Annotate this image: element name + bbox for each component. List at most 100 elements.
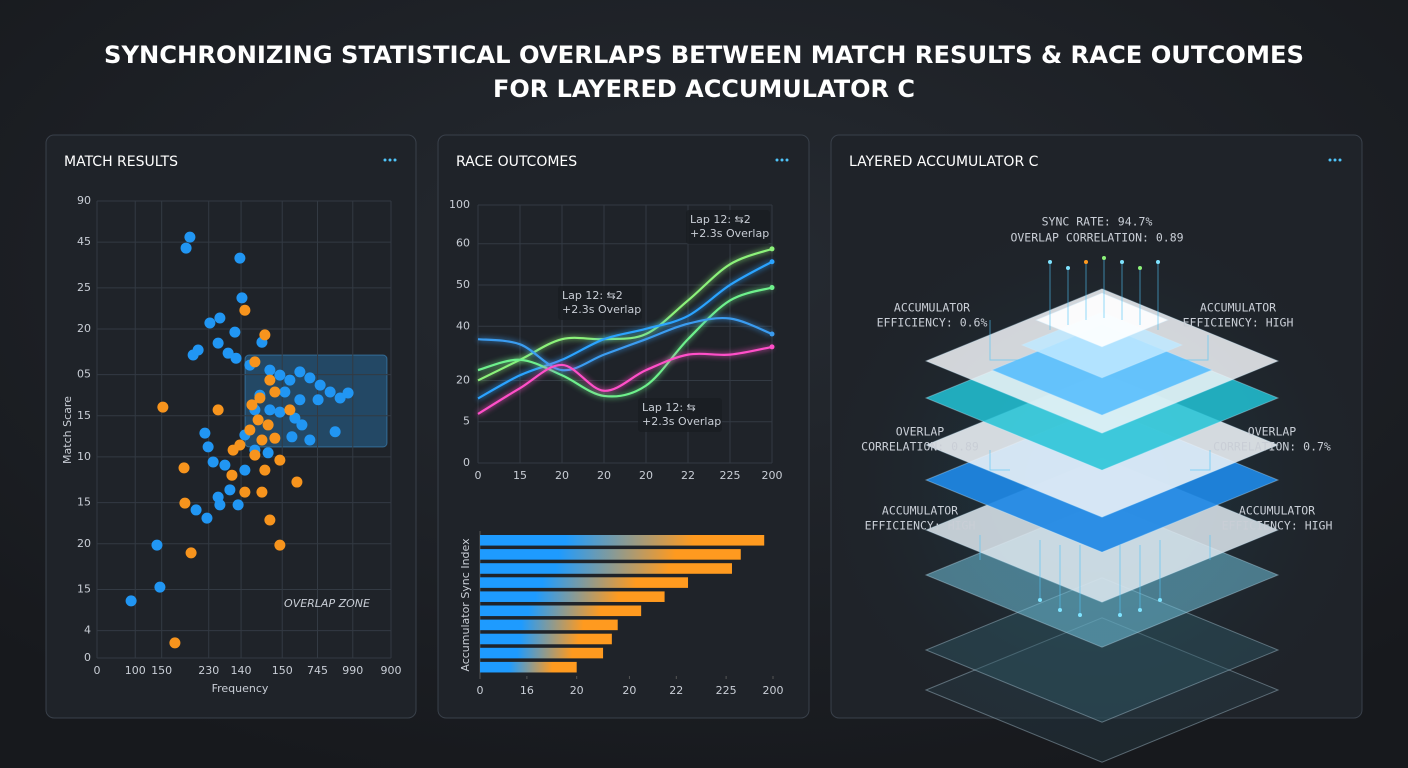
point: [229, 326, 241, 338]
bar: [480, 619, 618, 631]
point: [178, 462, 190, 474]
point: [239, 464, 251, 476]
x-tick-label: 20: [597, 469, 611, 482]
callout: CORRELATION: 0.89: [861, 440, 979, 454]
point: [296, 419, 308, 431]
callout: OVERLAP: [896, 425, 945, 439]
menu-button[interactable]: [775, 158, 789, 162]
header-stat: OVERLAP CORRELATION: 0.89: [1010, 231, 1183, 245]
x-tick-label: 16: [520, 684, 534, 697]
callout: EFFICIENCY: 0.6%: [877, 316, 988, 330]
point: [252, 414, 264, 426]
point: [262, 419, 274, 431]
y-tick-label: 4: [84, 624, 91, 637]
point: [249, 356, 261, 368]
end-point: [769, 246, 775, 252]
end-point: [769, 285, 775, 291]
end-point: [769, 331, 775, 337]
point: [312, 394, 324, 406]
point: [219, 459, 231, 471]
header-stat: SYNC RATE: 94.7%: [1042, 215, 1153, 229]
x-tick-label: 20: [555, 469, 569, 482]
point: [262, 447, 274, 459]
callout: ACCUMULATOR: [882, 504, 958, 518]
x-tick-label: 225: [720, 469, 741, 482]
point: [180, 242, 192, 254]
point: [212, 404, 224, 416]
callout: ACCUMULATOR: [894, 301, 970, 315]
annotation-box: [638, 398, 722, 432]
y-tick-label: 5: [463, 415, 470, 428]
x-tick-label: 225: [716, 684, 737, 697]
x-tick-label: 900: [381, 664, 402, 677]
point: [254, 392, 266, 404]
panel-title: RACE OUTCOMES: [456, 154, 577, 170]
point: [246, 399, 258, 411]
point: [284, 404, 296, 416]
menu-button[interactable]: [1328, 158, 1342, 162]
point: [324, 386, 336, 398]
line: [477, 247, 773, 382]
y-tick-label: 40: [456, 319, 470, 332]
point: [264, 404, 276, 416]
point: [294, 366, 306, 378]
x-tick-label: 100: [125, 664, 146, 677]
y-tick-label: 05: [77, 368, 91, 381]
point: [304, 434, 316, 446]
annotation: OVERLAP ZONE: [284, 597, 370, 610]
callout: ACCUMULATOR: [1200, 301, 1276, 315]
callout: EFFICIENCY: HIGH: [865, 519, 976, 533]
menu-button[interactable]: [383, 158, 397, 162]
x-tick-label: 20: [622, 684, 636, 697]
point: [151, 539, 163, 551]
x-tick-label: 200: [763, 684, 784, 697]
point: [249, 449, 261, 461]
point: [184, 231, 196, 243]
point: [264, 364, 276, 376]
connector-lines: [979, 258, 1211, 615]
page-title: FOR LAYERED ACCUMULATOR C: [493, 75, 915, 103]
point: [269, 432, 281, 444]
point: [224, 484, 236, 496]
bar: [480, 563, 732, 574]
x-tick-label: 745: [307, 664, 328, 677]
x-tick-label: 230: [198, 664, 219, 677]
x-tick-label: 22: [681, 469, 695, 482]
panel-title: LAYERED ACCUMULATOR C: [849, 154, 1039, 170]
x-tick-label: 20: [570, 684, 584, 697]
callout: EFFICIENCY: HIGH: [1222, 519, 1333, 533]
callout: CORRELATION: 0.7%: [1213, 440, 1331, 454]
point: [304, 372, 316, 384]
x-tick-label: 15: [513, 469, 527, 482]
point: [169, 637, 181, 649]
bar: [480, 535, 765, 546]
y-tick-label: 100: [449, 198, 470, 211]
point: [226, 469, 238, 481]
y-tick-label: 45: [77, 235, 91, 248]
connector-dots: [1038, 256, 1162, 617]
point: [334, 392, 346, 404]
annotation: Lap 12: ⇆: [642, 401, 696, 414]
x-tick-label: 990: [342, 664, 363, 677]
y-axis-label: Match Scare: [61, 396, 74, 464]
y-tick-label: 15: [77, 409, 91, 422]
panel: [45, 134, 417, 719]
point: [227, 444, 239, 456]
y-tick-label: 20: [456, 373, 470, 386]
x-tick-label: 0: [94, 664, 101, 677]
point: [185, 547, 197, 559]
bar: [480, 633, 612, 645]
x-tick-label: 150: [272, 664, 293, 677]
annotation-box: [686, 210, 770, 244]
point: [274, 369, 286, 381]
x-axis-label: Frequency: [212, 682, 269, 695]
point: [279, 386, 291, 398]
point: [230, 352, 242, 364]
point: [214, 312, 226, 324]
layer: [1034, 292, 1170, 348]
point: [244, 424, 256, 436]
annotation-box: [558, 286, 642, 320]
point: [234, 252, 246, 264]
point: [329, 426, 341, 438]
